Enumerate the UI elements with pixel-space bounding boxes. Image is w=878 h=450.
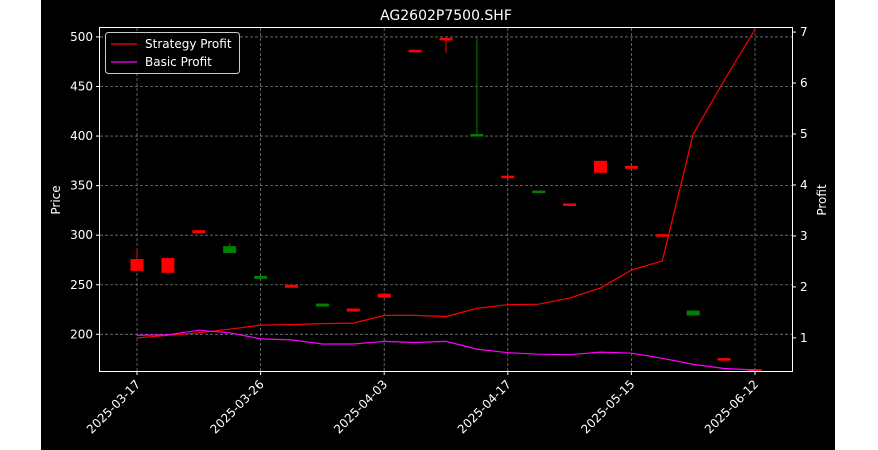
candle-body	[501, 175, 515, 179]
chart-title: AG2602P7500.SHF	[380, 8, 512, 24]
y-tick-label-right: 5	[800, 127, 808, 141]
line-layer	[136, 29, 756, 371]
candle-body	[161, 257, 175, 273]
candle-body	[686, 310, 700, 316]
y-axis-right-label: Profit	[815, 184, 829, 216]
figure-background	[41, 0, 835, 450]
candle-body	[377, 293, 391, 298]
candle-body	[192, 230, 206, 234]
y-tick-label-left: 200	[70, 327, 93, 341]
legend-label-strategy: Strategy Profit	[145, 37, 232, 51]
y-tick-label-right: 1	[800, 331, 808, 345]
candle-body	[717, 358, 731, 361]
y-axis-left-label: Price	[49, 185, 63, 214]
candle-body	[254, 275, 268, 279]
y-tick-label-right: 4	[800, 178, 808, 192]
y-tick-label-left: 350	[70, 179, 93, 193]
candle-body	[408, 49, 422, 53]
legend-label-basic: Basic Profit	[145, 55, 212, 69]
y-tick-label-right: 3	[800, 229, 808, 243]
candle-body	[285, 284, 298, 288]
candle-body	[315, 303, 329, 307]
candle-body	[748, 369, 762, 372]
y-tick-label-right: 2	[800, 280, 808, 294]
candle-body	[346, 308, 360, 312]
candle-body	[594, 160, 607, 173]
candle-body	[563, 203, 577, 206]
candle-body	[130, 258, 144, 271]
y-tick-label-left: 450	[70, 79, 93, 93]
plot-frame	[99, 27, 793, 372]
candle-layer	[130, 36, 762, 372]
candle-body	[532, 190, 546, 194]
y-tick-label-left: 300	[70, 228, 93, 242]
candle-body	[439, 37, 453, 41]
y-tick-label-left: 500	[70, 30, 93, 44]
candle-body	[655, 234, 669, 237]
candle-body	[223, 246, 237, 254]
legend-box	[105, 32, 240, 74]
y-tick-label-right: 6	[800, 76, 808, 90]
candle-body	[470, 134, 484, 137]
candle-body	[624, 165, 638, 169]
y-tick-label-right: 7	[800, 25, 808, 39]
series-line-basic-profit	[136, 329, 756, 371]
y-tick-label-left: 400	[70, 129, 93, 143]
y-tick-label-left: 250	[70, 278, 93, 292]
grid-layer	[100, 28, 792, 371]
series-line-strategy-profit	[136, 29, 756, 339]
legend: Strategy Profit Basic Profit	[105, 32, 240, 74]
